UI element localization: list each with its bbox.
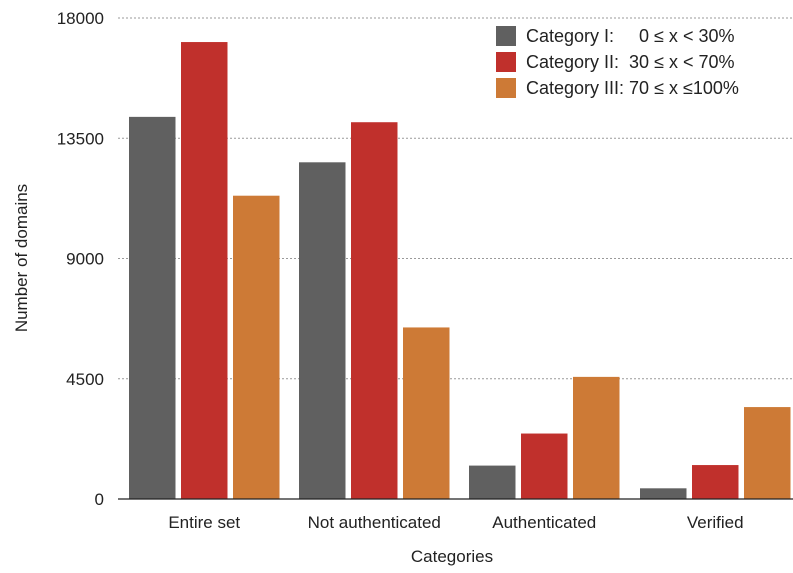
x-tick-label: Not authenticated: [308, 513, 441, 532]
bar: [299, 162, 346, 500]
bar: [469, 465, 516, 499]
bar: [403, 327, 450, 499]
gridlines: [118, 17, 793, 380]
bar: [640, 488, 687, 499]
legend-label: Category I: 0 ≤ x < 30%: [526, 26, 734, 46]
legend-swatch: [496, 26, 516, 46]
legend-label: Category III: 70 ≤ x ≤100%: [526, 78, 739, 98]
bar: [351, 122, 398, 499]
bars: [129, 42, 791, 500]
x-tick-label: Authenticated: [492, 513, 596, 532]
x-tick-labels: Entire set Not authenticated Authenticated…: [168, 513, 743, 532]
bar: [744, 407, 791, 499]
bar: [573, 376, 620, 499]
bar: [521, 433, 568, 499]
y-tick-label: 9000: [66, 250, 104, 269]
y-tick-label: 18000: [57, 9, 104, 28]
bar: [233, 195, 280, 500]
legend-swatch: [496, 78, 516, 98]
y-tick-label: 0: [95, 490, 104, 509]
legend: Category I: 0 ≤ x < 30% Category II: 30 ≤…: [496, 26, 739, 98]
y-axis-title: Number of domains: [12, 184, 31, 332]
bar: [692, 465, 739, 499]
y-tick-labels: 0 4500 9000 13500 18000: [57, 9, 104, 509]
bar: [181, 42, 228, 500]
x-tick-label: Entire set: [168, 513, 240, 532]
bar: [129, 116, 176, 499]
x-tick-label: Verified: [687, 513, 744, 532]
y-tick-label: 4500: [66, 370, 104, 389]
x-axis-title: Categories: [411, 547, 493, 566]
legend-swatch: [496, 52, 516, 72]
y-tick-label: 13500: [57, 129, 104, 148]
legend-label: Category II: 30 ≤ x < 70%: [526, 52, 735, 72]
